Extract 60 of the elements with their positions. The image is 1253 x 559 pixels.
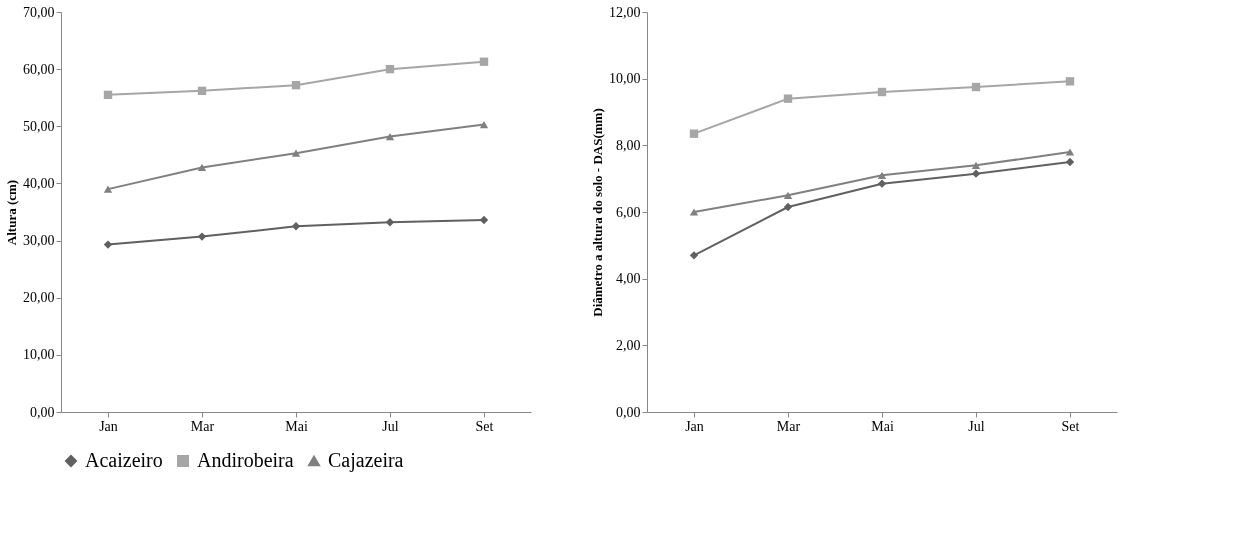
x-tick-label: Mai bbox=[871, 418, 894, 434]
point bbox=[103, 240, 113, 249]
legend-label: Cajazeira bbox=[328, 449, 404, 472]
point bbox=[291, 222, 301, 231]
y-tick-label: 20,00 bbox=[23, 290, 55, 306]
x-tick-label: Jan bbox=[685, 418, 704, 434]
x-tick-label: Mar bbox=[190, 418, 215, 434]
y-tick-label: 0,00 bbox=[616, 404, 641, 420]
y-tick-label: 4,00 bbox=[616, 271, 641, 287]
y-axis-title: Altura (cm) bbox=[4, 179, 19, 246]
point bbox=[479, 215, 489, 225]
y-tick-label: 40,00 bbox=[23, 175, 55, 191]
y-tick-label: 12,00 bbox=[609, 4, 641, 20]
point bbox=[877, 171, 887, 179]
point bbox=[783, 191, 793, 199]
point bbox=[197, 232, 207, 241]
y-tick-label: 50,00 bbox=[23, 118, 55, 134]
x-tick-label: Set bbox=[1061, 418, 1080, 434]
point bbox=[877, 87, 887, 97]
y-tick-label: 70,00 bbox=[23, 4, 55, 20]
point bbox=[783, 202, 793, 212]
y-tick-label: 0,00 bbox=[30, 404, 55, 420]
x-tick-label: Mai bbox=[285, 418, 308, 434]
point bbox=[197, 163, 207, 172]
y-tick-label: 30,00 bbox=[23, 233, 55, 249]
point bbox=[291, 149, 301, 157]
point bbox=[971, 161, 981, 169]
y-tick-label: 10,00 bbox=[609, 71, 641, 87]
y-tick-label: 10,00 bbox=[23, 347, 55, 363]
y-tick-label: 60,00 bbox=[23, 61, 55, 77]
y-axis-title: Diâmetro a altura do solo - DAS(mm) bbox=[590, 108, 605, 317]
point bbox=[689, 251, 699, 260]
point bbox=[877, 179, 887, 188]
point bbox=[197, 86, 207, 96]
legend-label: Acaizeiro bbox=[85, 449, 163, 471]
point bbox=[103, 185, 113, 193]
point bbox=[385, 64, 395, 74]
x-tick-label: Mar bbox=[776, 418, 801, 434]
y-tick-label: 2,00 bbox=[616, 337, 641, 353]
point bbox=[1065, 77, 1075, 86]
x-tick-label: Jul bbox=[968, 418, 985, 434]
point bbox=[1065, 148, 1075, 156]
y-tick-label: 8,00 bbox=[616, 137, 641, 153]
point bbox=[291, 80, 301, 90]
point bbox=[689, 129, 699, 138]
point bbox=[783, 94, 793, 103]
legend-label: Andirobeira bbox=[197, 449, 294, 471]
point bbox=[1065, 157, 1075, 167]
point bbox=[103, 90, 113, 100]
y-tick-label: 6,00 bbox=[616, 204, 641, 220]
point bbox=[971, 169, 981, 178]
point bbox=[689, 208, 699, 216]
point bbox=[971, 82, 981, 92]
point bbox=[479, 57, 489, 66]
x-tick-label: Jan bbox=[99, 418, 118, 434]
point bbox=[479, 120, 489, 129]
point bbox=[385, 132, 395, 141]
x-tick-label: Jul bbox=[382, 418, 399, 434]
x-tick-label: Set bbox=[475, 418, 494, 434]
point bbox=[385, 218, 395, 227]
